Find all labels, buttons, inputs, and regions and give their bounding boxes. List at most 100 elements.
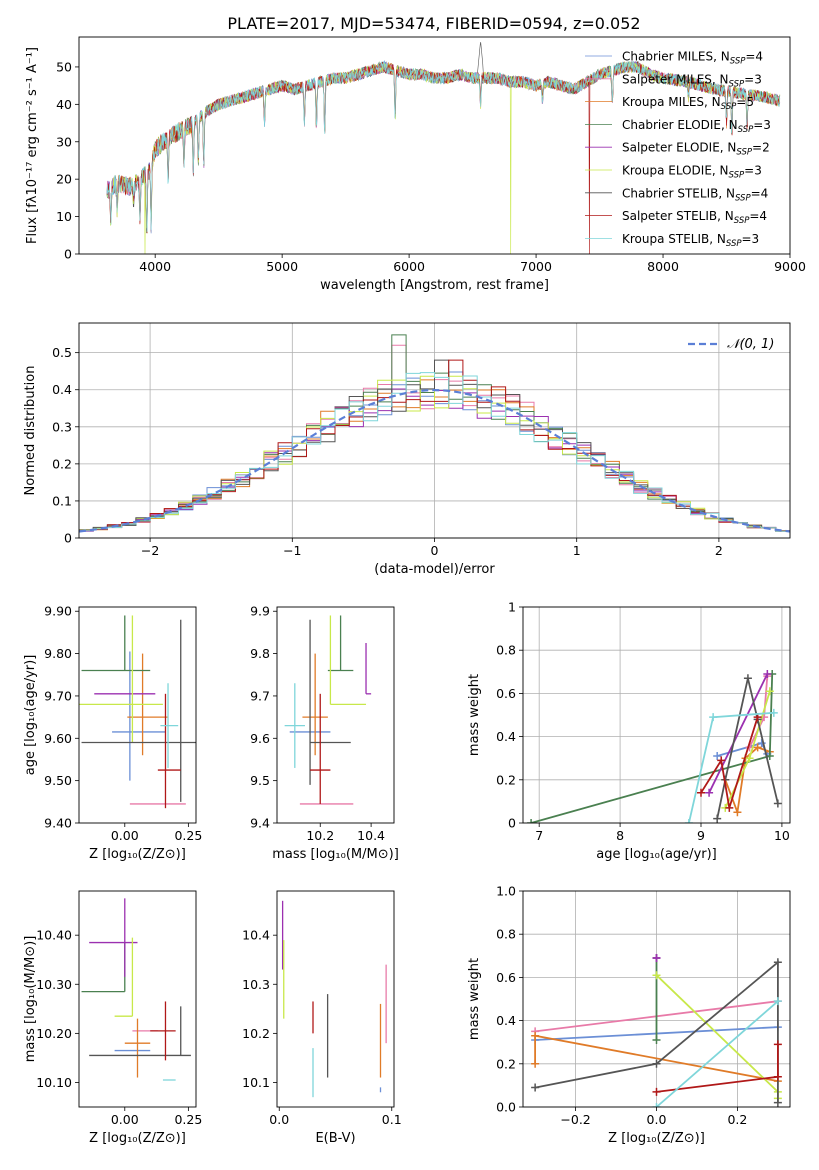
weight-marker-6 [531,1083,540,1092]
legend-subscript: SSP [730,57,746,67]
x-tick-label: 0.00 [111,828,139,843]
plot-area [106,42,781,254]
weight-marker-8 [773,997,782,1006]
x-tick-label: 0 [431,543,439,558]
weight-marker-6 [713,814,722,823]
y-axis-label: mass weight [467,674,482,756]
x-tick-label: 7000 [520,259,552,274]
axes-frame [78,606,197,824]
x-axis-label: Z [log₁₀(Z/Z⊙)] [89,1131,186,1146]
y-tick-label: 10.1 [242,1075,270,1090]
y-tick-label: 9.90 [44,604,72,619]
x-tick-label: 0.2 [727,1112,747,1127]
plot-area [79,334,790,534]
axes-frame [522,890,791,1108]
weight-marker-4 [705,788,714,797]
x-tick-label: −1 [283,543,301,558]
gaussian-curve [79,388,790,533]
legend-entry: Chabrier ELODIE, NSSP=3 [622,118,771,135]
y-axis-label: mass weight [467,958,482,1040]
x-tick-label: 0.1 [382,1112,402,1127]
histogram-kroupa-stelib [79,372,790,533]
y-tick-label: 9.50 [44,773,72,788]
weight-marker-6 [773,799,782,808]
weight-marker-6 [652,1059,661,1068]
x-tick-label: 7 [535,828,543,843]
y-tick-label: 0 [508,816,516,831]
age-vs-metallicity-plot: 0.00 0.25 9.40 9.50 9.60 9.70 9.80 9.90 Z [log₁₀… [23,604,202,862]
weight-marker-7 [717,756,726,765]
weight-marker-5 [745,754,754,763]
weight-marker-3 [527,819,536,823]
plot-area [281,900,387,1098]
spectrum-line-kroupa-stelib [106,60,781,232]
legend-count: =2 [752,141,770,155]
weight-marker-4 [652,953,661,962]
legend-subscript: SSP [729,79,745,89]
weight-marker-0 [713,752,722,761]
weight-marker-6 [773,1098,782,1107]
y-tick-label: 9.4 [250,816,270,831]
weight-marker-2 [531,1031,540,1040]
axes-frame [78,322,791,539]
y-tick-label: 0.4 [52,382,72,397]
weight-line-7 [700,716,759,809]
residual-histogram-plot: −2 −1 0 1 2 0 0.1 0.2 0.3 0.4 0.5 (data-model)/erro… [23,322,791,577]
legend-subscript: SSP [738,125,754,135]
y-tick-label: 9.6 [250,731,270,746]
weight-marker-6 [743,674,752,683]
x-tick-label: 8000 [647,259,679,274]
weight-vs-age-plot: 7 8 9 10 0 0.2 0.4 0.6 0.8 1 age [log₁₀(age/yr)] ma… [467,600,791,862]
y-tick-label: 10.10 [36,1075,72,1090]
weight-marker-5 [652,971,661,980]
legend-subscript: SSP [729,171,745,181]
y-tick-label: 10.2 [242,1026,270,1041]
y-tick-label: 30 [56,134,72,149]
weight-marker-2 [733,808,742,817]
weight-marker-8 [709,713,718,722]
weight-marker-2 [531,1059,540,1068]
weight-marker-2 [753,743,762,752]
y-tick-label: 0.5 [52,345,72,360]
y-tick-label: 9.40 [44,816,72,831]
spectrum-plot: 4000 5000 6000 7000 8000 9000 0 10 20 30 40 50 wavel… [25,36,806,293]
y-tick-label: 0.1 [52,493,72,508]
y-tick-label: 0.2 [496,772,516,787]
weight-line-8 [655,1000,779,1107]
legend-count: =3 [753,118,771,132]
x-axis-label: Z [log₁₀(Z/Z⊙)] [608,1131,705,1146]
y-tick-label: 0.2 [496,1056,516,1071]
y-tick-label: 10.4 [242,928,270,943]
legend-subscript: SSP [734,216,750,226]
x-tick-label: −2 [141,543,159,558]
y-tick-label: 10.30 [36,977,72,992]
legend-entry: Chabrier STELIB, NSSP=4 [622,186,768,203]
weight-marker-7 [725,803,734,812]
x-tick-label: 1 [573,543,581,558]
histogram-salpeter-stelib [79,359,790,534]
legend-count: =3 [744,164,762,178]
y-tick-label: 0.6 [496,970,516,985]
legend-entry: Kroupa ELODIE, NSSP=3 [622,164,762,181]
weight-marker-4 [763,669,772,678]
x-axis-label: Z [log₁₀(Z/Z⊙)] [89,847,186,862]
x-tick-label: 0.0 [269,1112,289,1127]
y-tick-label: 50 [56,59,72,74]
y-tick-label: 1.0 [496,884,516,899]
y-tick-label: 0 [64,247,72,262]
weight-vs-metallicity-plot: −0.2 0.0 0.2 0.0 0.2 0.4 0.6 0.8 1.0 Z [log₁₀(Z/Z… [467,884,791,1146]
axes-frame [276,606,395,824]
x-tick-label: 0.25 [174,828,202,843]
x-tick-label: −0.2 [560,1112,590,1127]
x-tick-label: 9 [697,828,705,843]
y-tick-label: 9.80 [44,646,72,661]
axes-frame [522,606,791,824]
y-tick-label: 0.4 [496,729,516,744]
x-tick-label: 4000 [139,259,171,274]
plot-area [527,669,782,823]
weight-line-7 [656,1044,779,1093]
weight-marker-7 [652,1087,661,1096]
x-tick-label: 10 [774,828,790,843]
plot-area [531,953,782,1107]
legend-entry: 𝒩(0, 1) [727,337,774,352]
